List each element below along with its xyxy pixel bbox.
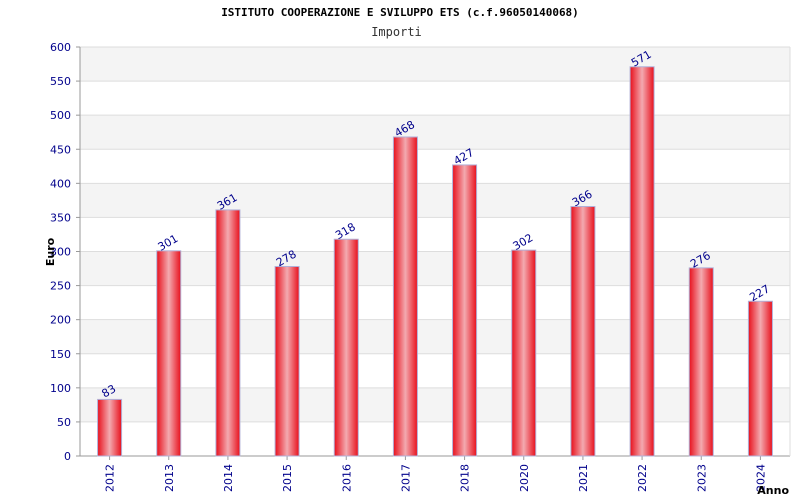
- axes: [76, 46, 791, 460]
- chart-subtitle: Importi: [371, 25, 422, 39]
- bar-2020: [511, 249, 537, 457]
- x-tick-label-2023: 2023: [695, 464, 708, 492]
- chart-title: ISTITUTO COOPERAZIONE E SVILUPPO ETS (c.…: [221, 6, 579, 19]
- bar-2012: [97, 398, 123, 457]
- x-tick-label-2015: 2015: [281, 464, 294, 492]
- x-tick-label-2016: 2016: [340, 464, 353, 492]
- x-tick-label-2014: 2014: [222, 464, 235, 492]
- bar-2013: [156, 250, 182, 457]
- grid-band: [80, 115, 790, 150]
- x-tick-label-2022: 2022: [636, 464, 649, 492]
- y-tick-label: 0: [64, 450, 71, 463]
- y-tick-label: 100: [50, 382, 71, 395]
- bar-2017: [392, 136, 418, 457]
- bar-2021: [570, 206, 596, 457]
- y-tick-label: 500: [50, 109, 71, 122]
- y-tick-label: 200: [50, 314, 71, 327]
- grid-band: [80, 251, 790, 286]
- bar-2024: [747, 300, 773, 457]
- y-tick-label: 150: [50, 348, 71, 361]
- bar-2018: [452, 164, 478, 457]
- x-tick-label-2017: 2017: [399, 464, 412, 492]
- y-tick-label: 300: [50, 246, 71, 259]
- bar-2016: [333, 238, 359, 457]
- y-axis-label: Euro: [44, 237, 57, 266]
- grid-band: [80, 387, 790, 422]
- grid-band: [80, 183, 790, 218]
- y-tick-label: 600: [50, 41, 71, 54]
- x-tick-label-2024: 2024: [754, 464, 767, 492]
- y-tick-labels: 0 50 100 150 200 250 300 350 400 450 500 550 600: [50, 41, 71, 463]
- bar-value-label-2012: 83: [100, 382, 119, 400]
- x-tick-label-2013: 2013: [163, 464, 176, 492]
- bar-2022: [629, 66, 655, 457]
- x-tick-labels: 2012 2013 2014 2015 2016 2017 2018 2020 2021 2022…: [104, 464, 768, 492]
- bar-2014: [215, 209, 241, 457]
- x-axis-label: Anno: [757, 484, 789, 497]
- bar-2015: [274, 265, 300, 457]
- x-tick-label-2021: 2021: [577, 464, 590, 492]
- y-tick-label: 550: [50, 75, 71, 88]
- bars: [97, 66, 773, 457]
- y-tick-label: 50: [57, 416, 71, 429]
- x-tick-label-2020: 2020: [518, 464, 531, 492]
- x-tick-label-2018: 2018: [459, 464, 472, 492]
- y-tick-label: 400: [50, 177, 71, 190]
- x-tick-label-2012: 2012: [104, 464, 117, 492]
- y-tick-label: 350: [50, 211, 71, 224]
- grid-band: [80, 319, 790, 354]
- y-tick-label: 250: [50, 280, 71, 293]
- y-tick-label: 450: [50, 143, 71, 156]
- grid-band: [80, 47, 790, 82]
- bar-2023: [688, 267, 714, 457]
